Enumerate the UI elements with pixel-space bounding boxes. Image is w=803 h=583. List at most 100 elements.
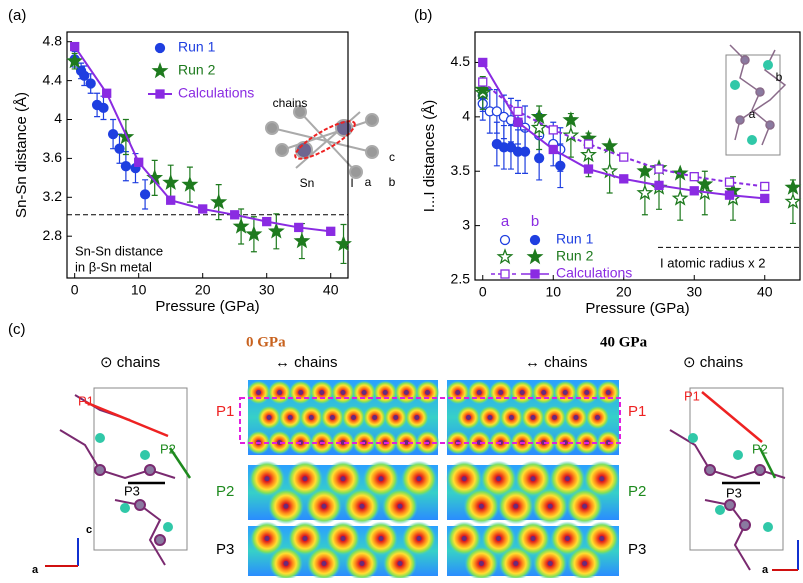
marker xyxy=(583,164,594,174)
y-tick-label: 3.5 xyxy=(451,162,471,178)
map-atom xyxy=(595,415,600,420)
view-label: ⊙ chains xyxy=(683,354,743,371)
marker xyxy=(85,78,96,89)
plane-label: P3 xyxy=(628,541,646,558)
y-axis-title: I...I distances (Å) xyxy=(421,100,438,213)
marker xyxy=(335,235,352,252)
reference-label: I atomic radius x 2 xyxy=(660,255,766,270)
panel-label: (c) xyxy=(8,321,26,338)
marker xyxy=(619,152,629,162)
panel-label: (b) xyxy=(414,7,432,24)
marker xyxy=(166,195,176,205)
x-tick-label: 10 xyxy=(131,282,147,298)
map-atom xyxy=(361,390,367,395)
inset-label: c xyxy=(389,150,395,164)
inset-label: a xyxy=(749,107,756,121)
structure-right xyxy=(669,387,799,571)
legend-header: b xyxy=(531,213,539,230)
map-atom xyxy=(403,440,409,445)
map-atom xyxy=(519,390,525,395)
plane-label: P1 xyxy=(78,393,94,408)
x-axis-title: Pressure (GPa) xyxy=(585,300,689,317)
map-atom xyxy=(552,415,557,420)
marker xyxy=(654,164,664,174)
plane-label: P2 xyxy=(752,441,768,456)
map-atom xyxy=(513,503,519,509)
map-atom xyxy=(298,390,304,395)
legend-marker xyxy=(526,248,544,265)
marker xyxy=(689,172,699,182)
y-tick-label: 3.2 xyxy=(43,188,63,204)
marker xyxy=(671,189,689,206)
map-atom xyxy=(513,561,519,566)
map-atom xyxy=(466,415,471,420)
map-atom xyxy=(498,390,504,395)
plane-label: P1 xyxy=(684,388,700,403)
reference-label: in β-Sn metal xyxy=(75,259,152,274)
legend-header: a xyxy=(501,213,510,230)
plane-label: P1 xyxy=(628,403,646,420)
structure-left xyxy=(45,387,192,567)
marker xyxy=(696,175,714,192)
map-atom xyxy=(321,503,327,509)
map-atom xyxy=(582,503,588,509)
marker xyxy=(562,126,580,143)
marker xyxy=(724,190,735,200)
marker xyxy=(102,88,112,98)
marker xyxy=(513,106,523,117)
map-atom xyxy=(378,536,384,541)
y-tick-label: 4.4 xyxy=(43,71,63,87)
map-atom xyxy=(382,390,388,395)
map-atom xyxy=(564,536,570,541)
map-atom xyxy=(599,476,605,482)
map-atom xyxy=(372,415,378,420)
marker xyxy=(689,186,699,196)
map-atom xyxy=(329,415,335,420)
marker xyxy=(555,160,566,171)
marker xyxy=(267,222,285,239)
map-atom xyxy=(340,536,346,541)
marker xyxy=(478,57,488,68)
marker xyxy=(636,162,654,179)
x-tick-label: 10 xyxy=(545,284,561,300)
inset-label: b xyxy=(389,175,396,189)
marker xyxy=(262,216,272,227)
plane-label: P3 xyxy=(124,483,140,498)
plane-label: P3 xyxy=(726,485,742,500)
y-tick-label: 4.5 xyxy=(451,53,471,69)
marker xyxy=(583,139,594,149)
legend-label: Run 2 xyxy=(178,62,216,78)
marker xyxy=(724,177,735,187)
marker xyxy=(548,144,558,155)
marker xyxy=(530,107,548,124)
pressure-label: 0 GPa xyxy=(246,334,286,350)
plane-label: P2 xyxy=(216,483,234,500)
map-atom xyxy=(509,415,514,420)
inset-structure xyxy=(725,44,787,156)
map-atom xyxy=(277,390,283,395)
y-tick-label: 2.5 xyxy=(451,271,471,287)
map-atom xyxy=(530,415,536,420)
map-atom xyxy=(599,536,605,541)
map-atom xyxy=(256,390,262,395)
marker xyxy=(548,125,558,135)
marker xyxy=(66,52,84,69)
map-atom xyxy=(403,390,409,395)
inset-label: a xyxy=(365,175,372,189)
marker xyxy=(120,161,132,172)
marker xyxy=(114,143,125,154)
marker xyxy=(210,193,228,210)
x-tick-label: 30 xyxy=(259,282,275,298)
map-atom xyxy=(487,415,493,420)
map-atom xyxy=(416,536,422,541)
map-atom xyxy=(359,561,365,566)
map-atom xyxy=(283,503,289,509)
marker xyxy=(491,106,503,117)
map-atom xyxy=(359,503,365,509)
legend-marker xyxy=(499,234,511,246)
map-atom xyxy=(496,476,502,482)
map-atom xyxy=(308,415,314,420)
y-tick-label: 3.6 xyxy=(43,149,63,165)
marker xyxy=(478,77,488,87)
map-atom xyxy=(264,536,270,541)
